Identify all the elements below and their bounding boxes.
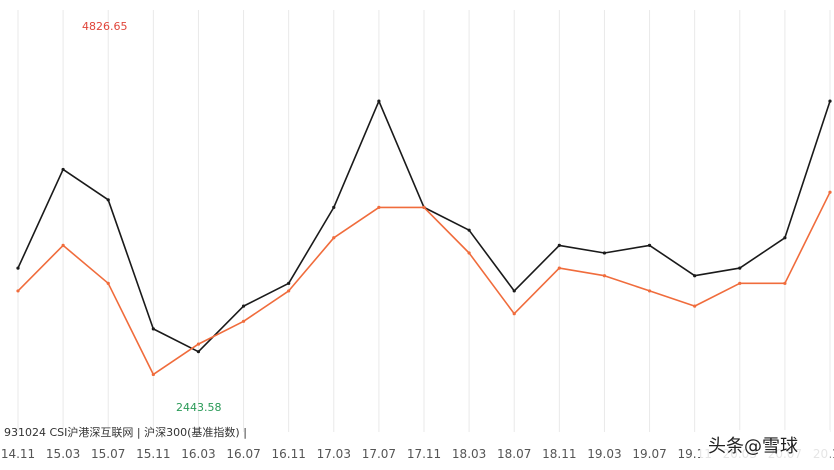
x-tick-label: 14.11 (1, 447, 35, 461)
series-point (647, 289, 652, 293)
x-tick-label: 19.03 (587, 447, 621, 461)
legend-end: | (240, 426, 247, 439)
x-tick-label: 17.07 (362, 447, 396, 461)
x-tick-label: 18.03 (452, 447, 486, 461)
x-tick-label: 16.07 (226, 447, 260, 461)
svg-text:931024 CSI沪港深互联网 | 沪深300(基准指数): 931024 CSI沪港深互联网 | 沪深300(基准指数) | (4, 425, 247, 439)
series-point (287, 289, 291, 293)
x-tick-label: 15.11 (136, 447, 170, 461)
x-tick-label: 16.11 (271, 447, 305, 461)
series-point (61, 167, 65, 172)
series-point (332, 205, 336, 210)
svg-text:头条@雪球: 头条@雪球 (708, 436, 798, 457)
series-point (512, 312, 516, 316)
x-axis-ticks: 14.11 15.03 15.07 15.11 16.03 16.07 16.11 17.03… (1, 447, 834, 461)
watermark-platform: 头条 (708, 436, 744, 457)
series-point (61, 243, 65, 247)
series-point (241, 319, 246, 323)
x-tick-label: 19.07 (632, 447, 666, 461)
series-point (738, 281, 742, 285)
series-point (738, 266, 742, 270)
series-point (693, 304, 697, 308)
watermark: 头条@雪球 (700, 430, 830, 462)
x-tick-label: 17.11 (407, 447, 441, 461)
legend-series-2: 沪深300(基准指数) (144, 425, 240, 439)
series-point (647, 243, 652, 247)
series-point (16, 266, 20, 270)
x-tick-label: 18.07 (497, 447, 531, 461)
min-annotation: 2443.58 (176, 401, 222, 414)
series-point (467, 251, 471, 255)
series-point (557, 266, 561, 270)
series-point (151, 372, 155, 377)
series-point (377, 99, 381, 103)
x-tick-label: 18.11 (542, 447, 576, 461)
series-point (106, 281, 110, 285)
series-point (241, 304, 246, 308)
series-point (196, 342, 201, 346)
series-point (828, 99, 832, 103)
series-point (602, 251, 607, 255)
series-2 (16, 190, 832, 377)
legend: 931024 CSI沪港深互联网 | 沪深300(基准指数) | (4, 425, 247, 439)
max-annotation: 4826.65 (82, 20, 128, 33)
series-point (512, 289, 516, 293)
series-point (151, 327, 155, 331)
series-point (602, 274, 607, 278)
x-tick-label: 16.03 (181, 447, 215, 461)
x-tick-label: 15.07 (91, 447, 125, 461)
series-point (828, 190, 832, 194)
series-point (422, 205, 426, 210)
series-point (16, 289, 20, 293)
legend-separator: | (133, 426, 144, 439)
x-tick-label: 15.03 (46, 447, 80, 461)
series-point (467, 228, 471, 232)
series-layer (16, 99, 832, 377)
series-point (106, 198, 110, 202)
series-point (196, 350, 201, 354)
series-point (287, 281, 291, 285)
series-point (783, 236, 787, 240)
legend-series-1: 931024 CSI沪港深互联网 (4, 425, 133, 439)
grid-lines (17, 10, 831, 432)
watermark-handle: @雪球 (744, 436, 798, 457)
series-point (377, 205, 381, 210)
series-point (693, 274, 697, 278)
series-point (332, 236, 336, 240)
x-tick-label: 17.03 (317, 447, 351, 461)
series-point (557, 243, 561, 247)
series-point (783, 281, 787, 285)
